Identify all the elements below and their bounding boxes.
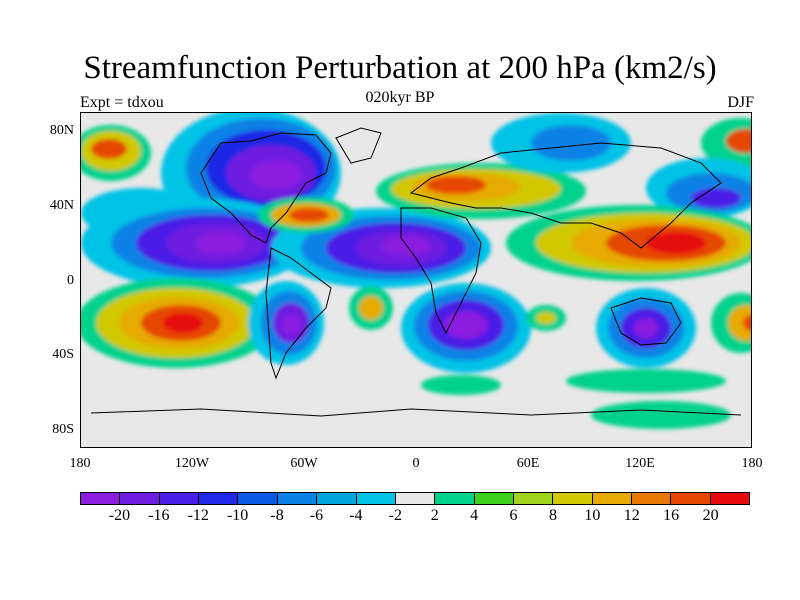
tasman-high <box>711 293 751 353</box>
colorbar-swatch-1 <box>120 493 160 504</box>
southern-ocean-highs <box>421 369 731 429</box>
lon-tick-120E: 120E <box>625 456 655 471</box>
colorbar-label: -10 <box>226 507 249 524</box>
caribbean-high <box>258 197 354 233</box>
colorbar-swatch-6 <box>317 493 357 504</box>
colorbar-label: -6 <box>309 507 324 524</box>
lon-tick-180-east: 180 <box>741 456 763 471</box>
lat-tick-40S: 40S <box>52 347 74 362</box>
colorbar-label: 4 <box>470 507 479 524</box>
plot-title: Streamfunction Perturbation at 200 hPa (… <box>83 50 717 86</box>
southern-africa-low <box>401 283 531 373</box>
time-label: 020kyr BP <box>365 89 435 106</box>
colorbar-swatch-15 <box>671 493 711 504</box>
colorbar-label: -4 <box>349 507 363 524</box>
colorbar-label: -16 <box>148 507 170 524</box>
colorbar-swatch-8 <box>395 493 436 504</box>
map-panel <box>80 112 752 448</box>
lon-tick-60E: 60E <box>516 456 540 471</box>
indian-ocean-high <box>526 305 566 331</box>
colorbar-label: -8 <box>270 507 284 524</box>
east-pacific-low <box>81 198 311 288</box>
season-label: DJF <box>727 94 754 111</box>
colorbar-label: -20 <box>108 507 131 524</box>
south-pacific-high <box>81 278 276 368</box>
experiment-label: Expt = tdxou <box>80 94 164 111</box>
lat-tick-40N: 40N <box>49 198 74 213</box>
contour-map <box>81 113 751 447</box>
colorbar-label: 12 <box>623 507 640 524</box>
colorbar-swatch-12 <box>553 493 593 504</box>
colorbar <box>80 492 750 505</box>
coastlines <box>90 127 742 417</box>
siberia-low <box>491 113 631 173</box>
colorbar-label: -2 <box>388 507 402 524</box>
colorbar-swatch-5 <box>277 493 318 504</box>
colorbar-label: -12 <box>187 507 209 524</box>
lon-tick-60W: 60W <box>290 456 318 471</box>
colorbar-swatch-0 <box>81 493 121 504</box>
colorbar-label: 6 <box>509 507 518 524</box>
australia-low <box>596 288 696 368</box>
colorbar-swatch-10 <box>474 493 514 504</box>
lon-tick-180-west: 180 <box>69 456 91 471</box>
colorbar-label: 20 <box>702 507 719 524</box>
colorbar-label: 2 <box>430 507 439 524</box>
colorbar-swatch-7 <box>356 493 396 504</box>
colorbar-label: 16 <box>663 507 680 524</box>
colorbar-label: 8 <box>548 507 557 524</box>
lon-tick-120W: 120W <box>174 456 210 471</box>
west-pacific-high <box>506 205 751 281</box>
lon-tick-0: 0 <box>412 456 420 471</box>
colorbar-label: 10 <box>584 507 601 524</box>
alaska-high <box>81 118 751 181</box>
colorbar-swatch-16 <box>710 493 750 504</box>
colorbar-swatch-13 <box>592 493 633 504</box>
lat-tick-80N: 80N <box>49 123 74 138</box>
lat-tick-80S: 80S <box>52 422 74 437</box>
colorbar-swatch-2 <box>159 493 200 504</box>
colorbar-swatch-3 <box>199 493 239 504</box>
colorbar-swatch-11 <box>513 493 554 504</box>
colorbar-swatch-9 <box>435 493 475 504</box>
colorbar-swatch-14 <box>632 493 672 504</box>
lat-tick-0: 0 <box>67 273 74 288</box>
south-atlantic-high <box>349 286 393 330</box>
colorbar-swatch-4 <box>238 493 278 504</box>
